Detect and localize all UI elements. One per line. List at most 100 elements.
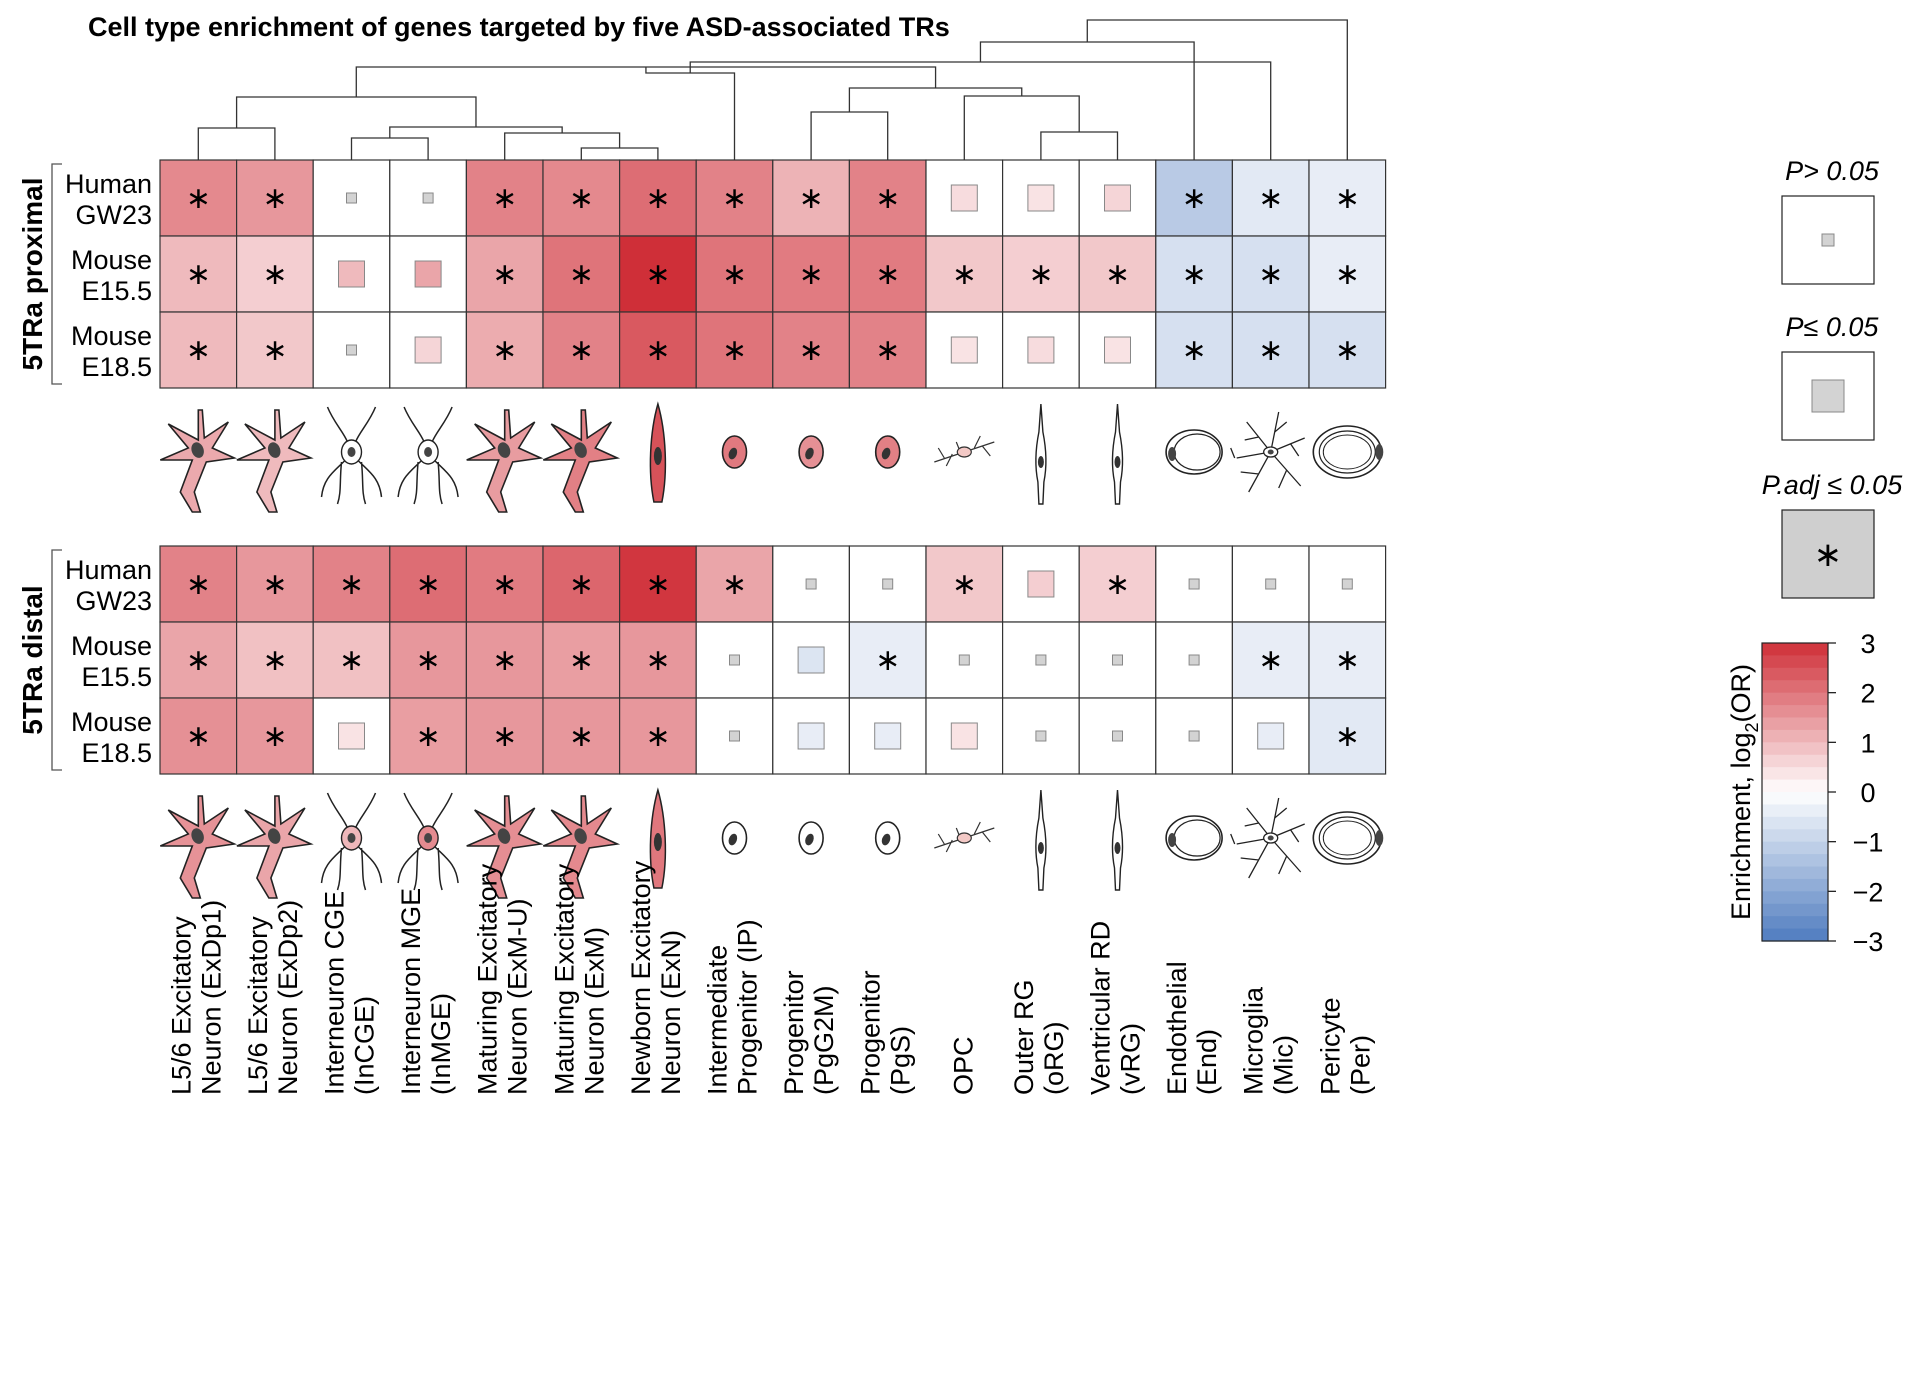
cell-body [1035, 789, 1047, 891]
column-label-line: OPC [948, 1036, 978, 1095]
column-label-line: Endothelial [1162, 961, 1192, 1095]
nucleus [805, 833, 814, 846]
significance-asterisk: ∗ [645, 719, 670, 754]
microglia-icon [1230, 797, 1305, 879]
column-label-line: Neuron (ExM-U) [503, 898, 533, 1095]
row-label: Human [65, 555, 152, 585]
colorbar-step [1762, 854, 1828, 868]
cell-body [1111, 403, 1124, 505]
nonsig-marker [950, 184, 978, 212]
nonsig-marker [1188, 578, 1200, 590]
nucleus [1375, 444, 1384, 460]
legend-label-p-adj: P.adj ≤ 0.05 [1762, 470, 1903, 500]
significance-asterisk: ∗ [722, 567, 747, 602]
excitatory-neuron-icon [466, 409, 544, 513]
nucleus [191, 828, 204, 844]
nonsig-marker [1027, 184, 1055, 212]
column-label-line: Neuron (ExM) [579, 927, 609, 1095]
column-dendrogram [197, 19, 1348, 160]
nucleus [1267, 449, 1274, 455]
column-label-line: Neuron (ExDp1) [196, 900, 226, 1095]
colorbar-tick-label: 3 [1860, 629, 1875, 659]
column-label: OPC [948, 1036, 978, 1095]
dendrogram-branch [810, 111, 889, 160]
nonsig-marker [729, 730, 740, 742]
column-label: Intermediate Progenitor (IP) [703, 919, 763, 1095]
heatmap-cell [542, 621, 621, 699]
radial-glia-icon [1111, 789, 1124, 891]
heatmap-cell [465, 311, 544, 389]
column-label: Ventricular RD (vRG) [1086, 921, 1146, 1095]
legend-marker-p [1811, 379, 1845, 413]
column-label-line: Outer RG [1009, 979, 1039, 1095]
heatmap-cell [618, 621, 697, 699]
neuron-body [159, 409, 238, 513]
row-label: Mouse [71, 245, 152, 275]
vessel-inner [1173, 819, 1221, 857]
heatmap-cell [1078, 545, 1157, 623]
heatmap-cell [236, 545, 314, 623]
significance-asterisk: ∗ [1335, 643, 1360, 678]
progenitor-cell-icon [721, 435, 748, 469]
column-label-line: (End) [1192, 1029, 1222, 1095]
nonsig-marker [1188, 730, 1200, 742]
significance-asterisk: ∗ [186, 567, 211, 602]
column-label: Progenitor (PgS) [856, 970, 916, 1095]
significance-asterisk: ∗ [186, 181, 211, 216]
colorbar-step [1762, 792, 1828, 806]
nucleus [574, 442, 587, 458]
legend: P> 0.05 P≤ 0.05 P.adj ≤ 0.05 ∗ 3 2 1 0 −1 −2 −3 Enr… [1726, 156, 1903, 957]
significance-asterisk: ∗ [186, 333, 211, 368]
nonsig-marker [1027, 570, 1055, 598]
significance-asterisk: ∗ [645, 567, 670, 602]
heatmap-cell [848, 311, 927, 389]
colorbar-step [1762, 729, 1828, 743]
heatmap-cell [695, 235, 774, 313]
heatmap-cell [159, 311, 238, 389]
row-label: GW23 [75, 200, 152, 230]
colorbar-label: Enrichment, log2(OR) [1726, 664, 1762, 920]
pericyte-icon [1312, 425, 1384, 479]
row-label: E15.5 [81, 662, 152, 692]
column-label-line: Progenitor [779, 970, 809, 1095]
row-label: Mouse [71, 321, 152, 351]
heatmap-cell [542, 235, 621, 313]
nucleus [191, 442, 204, 458]
heatmap-cell [1308, 621, 1387, 699]
nonsig-marker [346, 344, 357, 356]
nucleus [347, 833, 356, 843]
row-label: Mouse [71, 631, 152, 661]
colorbar-tick-label: −1 [1853, 828, 1884, 858]
nucleus [1114, 842, 1121, 854]
dendrogram-branch [1040, 131, 1119, 160]
legend-label-p-le: P≤ 0.05 [1786, 312, 1880, 342]
colorbar-step [1762, 891, 1828, 905]
row-label: Mouse [71, 707, 152, 737]
nucleus [497, 442, 511, 458]
nucleus [424, 447, 433, 457]
opc-cell-icon [934, 821, 995, 853]
colorbar-step [1762, 717, 1828, 731]
row-label: Human [65, 169, 152, 199]
nonsig-marker [1104, 336, 1131, 364]
significance-asterisk: ∗ [416, 719, 441, 754]
significance-asterisk: ∗ [492, 719, 517, 754]
neuron-body [236, 409, 314, 513]
colorbar-step [1762, 916, 1828, 930]
nonsig-marker [346, 192, 357, 204]
column-label-line: (PgG2M) [809, 985, 839, 1095]
heatmap-cell [159, 697, 238, 775]
significance-asterisk: ∗ [339, 567, 364, 602]
column-label-line: Maturing Excitatory [473, 863, 503, 1095]
figure-title: Cell type enrichment of genes targeted b… [88, 12, 950, 42]
heatmap-cell [389, 621, 467, 699]
column-label-line: Intermediate [703, 945, 733, 1095]
nucleus [1375, 830, 1384, 846]
nonsig-marker [958, 654, 970, 666]
heatmap-cell [236, 159, 314, 237]
significance-asterisk: ∗ [186, 257, 211, 292]
significance-asterisk: ∗ [262, 719, 287, 754]
significance-asterisk: ∗ [569, 257, 594, 292]
significance-asterisk: ∗ [875, 257, 900, 292]
row-label: E18.5 [81, 352, 152, 382]
